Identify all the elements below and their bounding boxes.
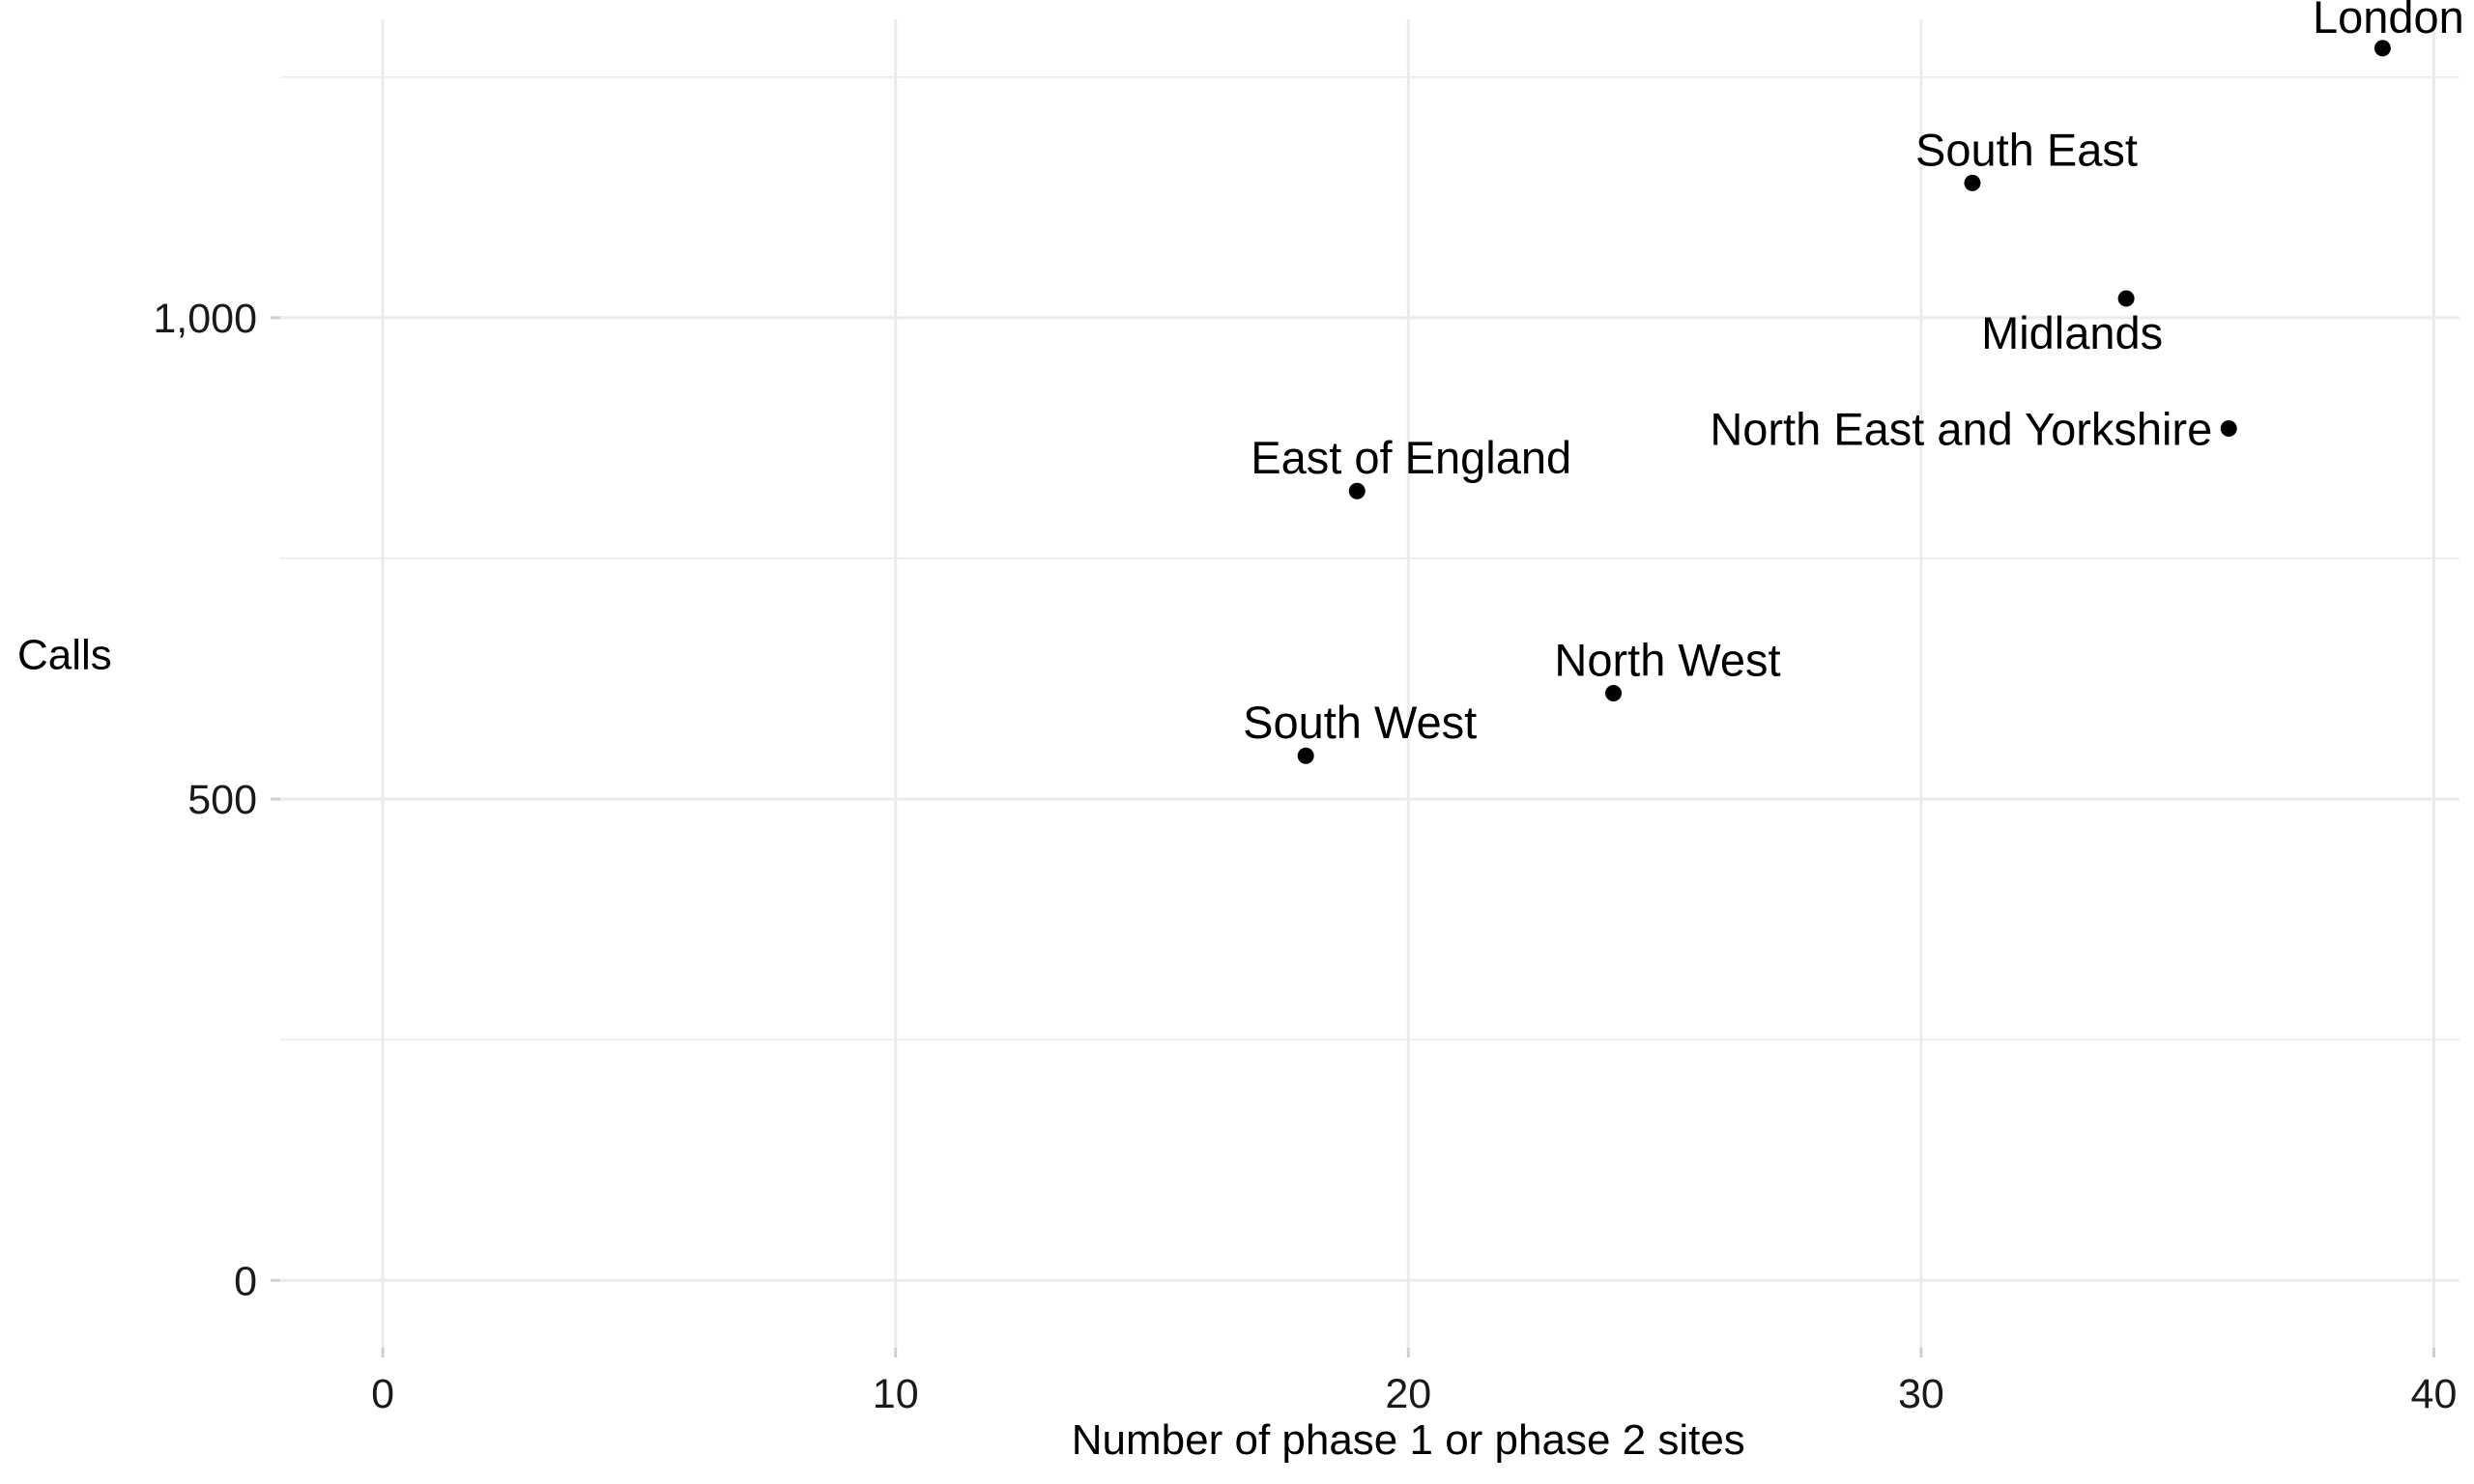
point-label-south-east: South East [1915,124,2138,175]
x-tick-label: 30 [1898,1371,1944,1417]
point-label-north-west: North West [1554,634,1780,685]
point-layer [1297,40,2391,764]
x-tick-label: 40 [2411,1371,2458,1417]
y-tick-label: 0 [234,1258,257,1304]
x-axis-title: Number of phase 1 or phase 2 sites [1072,1416,1745,1464]
point-label-midlands: Midlands [1981,307,2163,358]
data-point-midlands [2117,290,2135,307]
grid-layer [280,19,2460,1348]
data-point-east-of-england [1348,482,1366,499]
x-tick-label: 10 [873,1371,919,1417]
data-point-north-east-and-yorkshire [2220,419,2237,437]
data-point-north-west [1605,684,1623,701]
x-tick-label: 20 [1385,1371,1431,1417]
point-label-london: London [2313,0,2464,43]
data-point-london [2373,40,2391,57]
label-layer: London South East Midlands North East and Y… [1243,0,2464,748]
data-point-south-west [1297,747,1314,764]
tick-layer: 0 500 1,000 0 10 20 30 40 [153,296,2457,1417]
data-point-south-east [1964,174,1981,191]
point-label-east-of-england: East of England [1251,432,1571,483]
y-axis-title: Calls [17,632,112,679]
y-tick-label: 1,000 [153,296,257,342]
point-label-north-east-and-yorkshire: North East and Yorkshire [1710,403,2212,454]
y-tick-label: 500 [187,777,257,823]
x-tick-label: 0 [371,1371,394,1417]
point-label-south-west: South West [1243,697,1477,748]
